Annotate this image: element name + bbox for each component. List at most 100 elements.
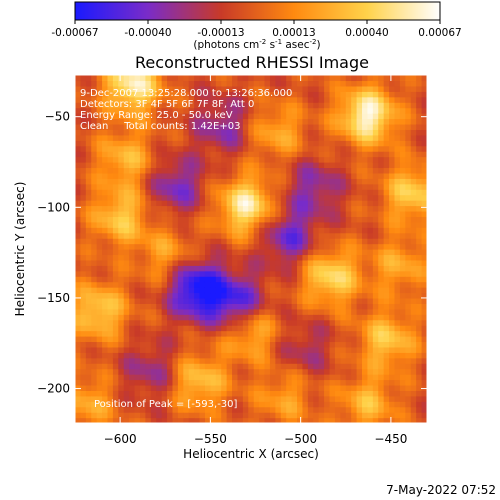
heatmap-cell <box>291 265 298 272</box>
heatmap-cell <box>91 363 98 370</box>
heatmap-cell <box>253 417 260 423</box>
heatmap-cell <box>139 118 146 125</box>
heatmap-cell <box>372 417 379 423</box>
heatmap-cell <box>264 151 271 158</box>
heatmap-cell <box>96 314 103 321</box>
heatmap-cell <box>199 75 206 82</box>
heatmap-cell <box>410 75 417 82</box>
heatmap-cell <box>362 276 369 283</box>
heatmap-cell <box>318 216 325 223</box>
heatmap-cell <box>188 129 195 136</box>
heatmap-cell <box>80 352 87 359</box>
y-tick-label: −50 <box>45 110 70 124</box>
heatmap-cell <box>291 178 298 185</box>
heatmap-cell <box>167 85 174 92</box>
heatmap-cell <box>91 183 98 190</box>
heatmap-cell <box>340 254 347 261</box>
heatmap-cell <box>324 183 331 190</box>
heatmap-cell <box>416 145 423 152</box>
heatmap-cell <box>199 292 206 299</box>
heatmap-cell <box>313 221 320 228</box>
heatmap-cell <box>161 265 168 272</box>
heatmap-cell <box>297 183 304 190</box>
heatmap-cell <box>329 102 336 109</box>
heatmap-cell <box>139 91 146 98</box>
heatmap-cell <box>226 292 233 299</box>
heatmap-cell <box>215 363 222 370</box>
heatmap-cell <box>107 156 114 163</box>
heatmap-cell <box>334 243 341 250</box>
heatmap-cell <box>372 308 379 315</box>
heatmap-cell <box>367 200 374 207</box>
heatmap-cell <box>204 129 211 136</box>
heatmap-cell <box>269 156 276 163</box>
heatmap-cell <box>405 314 412 321</box>
heatmap-cell <box>410 308 417 315</box>
heatmap-cell <box>351 243 358 250</box>
heatmap-cell <box>378 395 385 402</box>
heatmap-cell <box>356 325 363 332</box>
heatmap-cell <box>421 232 427 239</box>
heatmap-cell <box>134 314 141 321</box>
heatmap-cell <box>167 134 174 141</box>
heatmap-cell <box>210 303 217 310</box>
heatmap-cell <box>210 151 217 158</box>
heatmap-cell <box>410 417 417 423</box>
heatmap-cell <box>259 145 266 152</box>
heatmap-cell <box>156 85 163 92</box>
heatmap-cell <box>334 259 341 266</box>
heatmap-cell <box>248 194 255 201</box>
heatmap-cell <box>167 412 174 419</box>
heatmap-cell <box>129 107 136 114</box>
heatmap-cell <box>351 265 358 272</box>
heatmap-cell <box>167 107 174 114</box>
heatmap-cell <box>248 85 255 92</box>
heatmap-cell <box>199 374 206 381</box>
heatmap-cell <box>399 140 406 147</box>
heatmap-cell <box>313 227 320 234</box>
heatmap-cell <box>167 178 174 185</box>
heatmap-cell <box>204 243 211 250</box>
heatmap-cell <box>226 325 233 332</box>
heatmap-cell <box>340 265 347 272</box>
heatmap-cell <box>394 254 401 261</box>
heatmap-cell <box>275 384 282 391</box>
heatmap-cell <box>313 249 320 256</box>
heatmap-cell <box>383 113 390 120</box>
heatmap-cell <box>389 205 396 212</box>
heatmap-cell <box>75 134 82 141</box>
heatmap-cell <box>232 151 239 158</box>
heatmap-cell <box>269 384 276 391</box>
heatmap-cell <box>302 210 309 217</box>
heatmap-cell <box>372 243 379 250</box>
heatmap-cell <box>329 341 336 348</box>
heatmap-cell <box>134 368 141 375</box>
heatmap-cell <box>199 357 206 364</box>
heatmap-cell <box>237 156 244 163</box>
heatmap-cell <box>80 379 87 386</box>
heatmap-cell <box>356 243 363 250</box>
heatmap-cell <box>199 287 206 294</box>
heatmap-cell <box>302 308 309 315</box>
heatmap-cell <box>253 129 260 136</box>
heatmap-cell <box>85 140 92 147</box>
heatmap-cell <box>399 134 406 141</box>
heatmap-cell <box>118 96 125 103</box>
heatmap-cell <box>340 96 347 103</box>
heatmap-cell <box>199 341 206 348</box>
heatmap-cell <box>248 140 255 147</box>
heatmap-cell <box>118 270 125 277</box>
heatmap-cell <box>324 210 331 217</box>
heatmap-cell <box>156 384 163 391</box>
heatmap-cell <box>318 134 325 141</box>
heatmap-cell <box>204 162 211 169</box>
heatmap-cell <box>399 221 406 228</box>
heatmap-cell <box>405 270 412 277</box>
heatmap-cell <box>210 167 217 174</box>
heatmap-cell <box>150 395 157 402</box>
heatmap-cell <box>123 85 130 92</box>
heatmap-cell <box>421 96 427 103</box>
heatmap-cell <box>362 374 369 381</box>
heatmap-cell <box>410 216 417 223</box>
heatmap-cell <box>297 80 304 87</box>
